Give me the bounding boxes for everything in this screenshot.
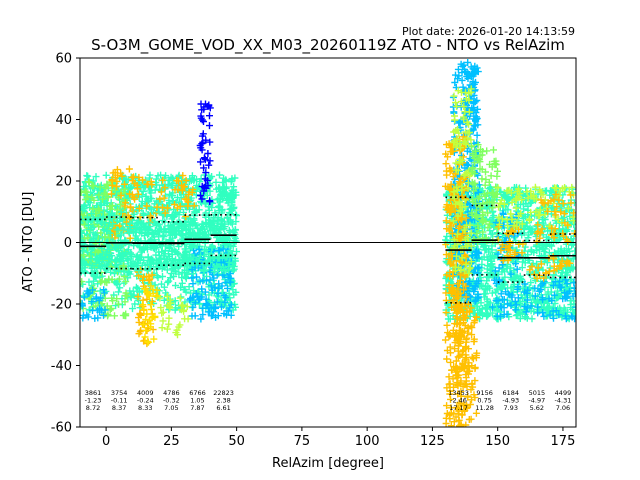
bin-std-label: 11.28 <box>475 404 494 412</box>
bin-count-label: 5015 <box>529 389 546 397</box>
x-axis-label: RelAzim [degree] <box>272 456 384 471</box>
bin-count-label: 3861 <box>85 389 102 397</box>
y-tick-label: -40 <box>51 359 72 374</box>
bin-std-label: 7.06 <box>556 404 570 412</box>
x-tick-label: 75 <box>294 434 311 449</box>
bin-mean-label: -0.32 <box>163 397 180 405</box>
bin-count-label: 22823 <box>213 389 234 397</box>
scatter-cluster-9 <box>171 172 198 221</box>
y-tick-label: 40 <box>55 113 72 128</box>
x-axis: 0 25 50 75 100 125 150 175 <box>102 427 575 449</box>
x-tick-label: 100 <box>355 434 380 449</box>
bin-mean-label: -0.11 <box>111 397 128 405</box>
bin-count-label: 9156 <box>476 389 493 397</box>
plot-date: Plot date: 2026-01-20 14:13:59 <box>402 25 575 38</box>
scatter-cluster-24 <box>526 253 574 282</box>
bin-std-label: 7.87 <box>190 404 204 412</box>
bin-count-label: 6766 <box>189 389 206 397</box>
bin-std-label: 5.62 <box>530 404 544 412</box>
bin-std-label: 8.37 <box>112 404 126 412</box>
bin-count-label: 4009 <box>137 389 154 397</box>
scatter-cluster-11 <box>156 292 192 339</box>
bin-statistics: 3861-1.238.72 3754-0.118.37 4009-0.248.33 4… <box>85 389 572 412</box>
bin-mean-label: -1.23 <box>85 397 102 405</box>
scatter-cluster-10 <box>196 100 214 206</box>
x-tick-label: 25 <box>163 434 180 449</box>
bin-mean-label: -0.24 <box>137 397 154 405</box>
scatter-cluster-17 <box>452 300 481 427</box>
y-tick-label: 20 <box>55 175 72 190</box>
y-axis: -60 -40 -20 0 20 40 60 <box>51 52 80 436</box>
y-tick-label: 0 <box>64 236 72 251</box>
x-tick-label: 0 <box>102 434 110 449</box>
scatter-cluster-4 <box>126 173 171 226</box>
bin-std-label: 8.33 <box>138 404 152 412</box>
scatter-cluster-7 <box>80 286 109 322</box>
bin-mean-label: 2.38 <box>216 397 230 405</box>
scatter-cluster-16 <box>442 133 470 427</box>
bin-count-label: 3754 <box>111 389 128 397</box>
bin-mean-label: 1.05 <box>190 397 204 405</box>
bin-count-label: 6184 <box>502 389 519 397</box>
bin-mean-label: 0.75 <box>477 397 491 405</box>
bin-mean-label: -4.93 <box>502 397 519 405</box>
bin-count-label: 13453 <box>448 389 469 397</box>
scatter-cluster-6 <box>139 282 162 346</box>
x-tick-label: 150 <box>485 434 510 449</box>
bin-count-label: 4499 <box>555 389 572 397</box>
y-axis-label: ATO - NTO [DU] <box>21 192 36 293</box>
y-tick-label: -20 <box>51 298 72 313</box>
bin-mean-label: -2.46 <box>450 397 467 405</box>
y-tick-label: -60 <box>51 421 72 436</box>
x-tick-label: 125 <box>420 434 445 449</box>
bin-std-label: 7.93 <box>503 404 517 412</box>
bin-std-label: 6.61 <box>216 404 230 412</box>
bin-std-label: 8.72 <box>86 404 100 412</box>
scatter-cluster-19 <box>468 141 501 246</box>
bin-mean-label: -4.97 <box>528 397 545 405</box>
scatter-cluster-25 <box>533 190 576 245</box>
bin-std-label: 7.05 <box>164 404 178 412</box>
bin-std-label: 17.17 <box>449 404 468 412</box>
x-tick-label: 50 <box>228 434 245 449</box>
x-tick-label: 175 <box>551 434 576 449</box>
scatter-cluster-8 <box>186 245 235 323</box>
bin-mean-label: -4.31 <box>555 397 572 405</box>
chart-title: S-O3M_GOME_VOD_XX_M03_20260119Z ATO - NT… <box>91 36 565 55</box>
bin-count-label: 4786 <box>163 389 180 397</box>
y-tick-label: 60 <box>55 52 72 67</box>
